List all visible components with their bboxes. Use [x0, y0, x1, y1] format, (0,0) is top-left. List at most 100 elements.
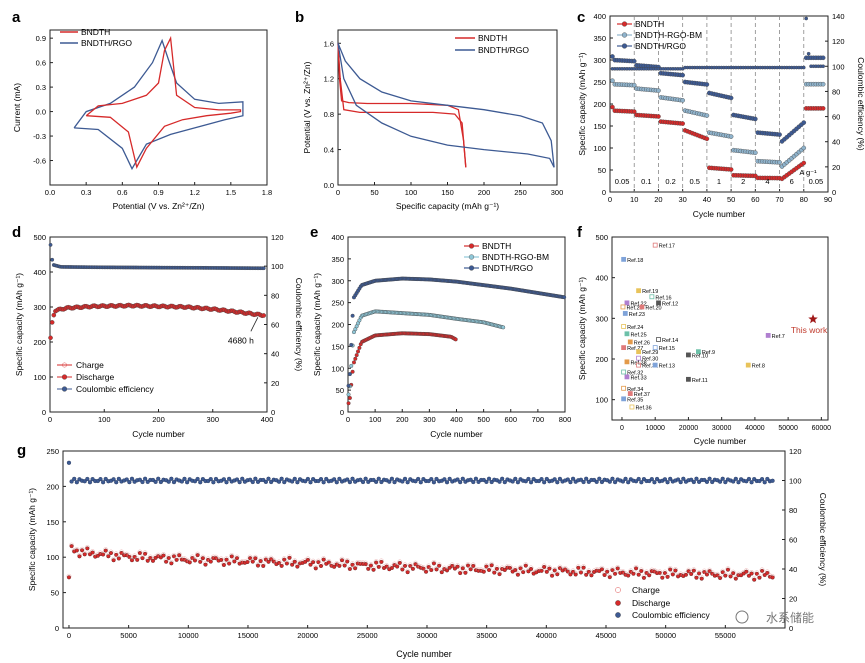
discharge-point	[340, 558, 345, 563]
rate-label: 0.1	[641, 177, 651, 186]
discharge-point	[605, 569, 610, 574]
y2-tick-label: 120	[271, 233, 284, 242]
x-axis-label: Cycle number	[396, 649, 452, 659]
x-tick-label: 60	[751, 195, 759, 204]
ce-point	[468, 477, 473, 482]
panel-letter: g	[17, 442, 26, 459]
data-points-c	[610, 16, 826, 182]
discharge-point	[234, 556, 239, 561]
ce-point	[668, 476, 673, 481]
ce-point	[227, 476, 232, 481]
discharge-point	[287, 555, 292, 560]
x-tick-label: 10000	[645, 425, 665, 432]
discharge-point	[250, 559, 255, 564]
ref-marker	[636, 288, 641, 294]
discharge-point	[164, 559, 169, 564]
discharge-point	[190, 556, 195, 561]
discharge-point	[526, 569, 531, 574]
y-tick-label: 350	[331, 255, 344, 264]
discharge-point	[326, 560, 331, 565]
ce-point	[513, 476, 518, 481]
discharge-point	[660, 575, 665, 580]
legend-label: Discharge	[632, 598, 671, 608]
ce-point	[234, 477, 240, 482]
x-tick-label: 30000	[417, 631, 438, 640]
data-point	[356, 349, 361, 354]
ce-point	[103, 476, 108, 482]
discharge-point	[686, 569, 691, 574]
data-point	[656, 88, 661, 93]
ce-point	[710, 479, 715, 485]
data-point	[631, 58, 637, 64]
discharge-point	[321, 557, 326, 562]
rate-label: 1	[717, 177, 721, 186]
y-tick-label: 300	[33, 303, 46, 312]
data-point	[801, 145, 807, 151]
discharge-point	[639, 568, 644, 573]
discharge-point	[550, 573, 555, 578]
ref-marker	[656, 337, 661, 342]
ce-point	[305, 476, 310, 482]
x-tick-label: 0	[620, 425, 624, 432]
ref-marker	[621, 396, 627, 402]
y-tick-label: 50	[51, 589, 59, 598]
data-point	[753, 150, 758, 155]
ce-point	[363, 476, 368, 481]
discharge-point	[90, 550, 95, 555]
ce-point	[597, 476, 602, 481]
ref-label: Ref.30	[642, 357, 658, 363]
discharge-point	[213, 556, 218, 561]
discharge-point	[458, 571, 463, 576]
discharge-point	[171, 554, 176, 559]
x-tick-label: 80	[800, 195, 808, 204]
discharge-point	[187, 560, 192, 565]
ref-label: Ref.32	[627, 371, 643, 377]
ce-point	[345, 477, 350, 482]
x-tick-label: 40000	[745, 425, 765, 432]
data-point	[350, 313, 355, 318]
x-tick-label: 40	[703, 195, 711, 204]
discharge-point	[586, 569, 591, 574]
y-tick-label: 1.6	[324, 39, 334, 48]
y-tick-label: 300	[593, 56, 606, 65]
ce-point	[376, 476, 381, 481]
ref-label: Ref.8	[752, 364, 765, 370]
panel-letter: c	[577, 9, 585, 26]
x-tick-label: 15000	[238, 631, 259, 640]
discharge-point	[731, 571, 736, 576]
discharge-point	[497, 572, 502, 577]
y2-tick-label: 60	[832, 113, 840, 122]
x-tick-label: 50	[727, 195, 735, 204]
legend-label: BNDTH-RGO-BM	[635, 30, 702, 40]
y-tick-label: 0	[42, 408, 46, 417]
watermark-label: 水系储能	[766, 610, 814, 625]
discharge-point	[198, 559, 203, 564]
this-work-star	[808, 314, 818, 324]
discharge-point	[114, 552, 119, 557]
ce-point	[290, 479, 295, 484]
x-tick-label: 300	[423, 415, 436, 424]
discharge-point	[718, 576, 723, 581]
ref-marker	[627, 339, 633, 345]
y2-tick-label: 40	[789, 565, 797, 574]
discharge-point	[631, 571, 636, 576]
ce-point	[72, 476, 77, 481]
legend-marker	[468, 254, 475, 260]
y2-tick-label: 80	[789, 506, 797, 515]
ce-point	[279, 476, 284, 481]
ce-point	[652, 480, 657, 485]
ce-point	[552, 477, 557, 482]
discharge-point	[487, 567, 492, 572]
ce-point	[74, 480, 79, 485]
data-point	[501, 325, 506, 330]
discharge-point	[135, 557, 140, 562]
ref-marker	[621, 345, 627, 351]
rate-label: 0.5	[690, 177, 700, 186]
discharge-point	[523, 563, 528, 568]
ce-point	[85, 476, 90, 482]
y-tick-label: 0.4	[324, 146, 334, 155]
legend-label: BNDTH-RGO-BM	[482, 252, 549, 262]
discharge-point	[143, 551, 148, 556]
discharge-point	[248, 556, 253, 561]
discharge-point	[547, 566, 552, 571]
